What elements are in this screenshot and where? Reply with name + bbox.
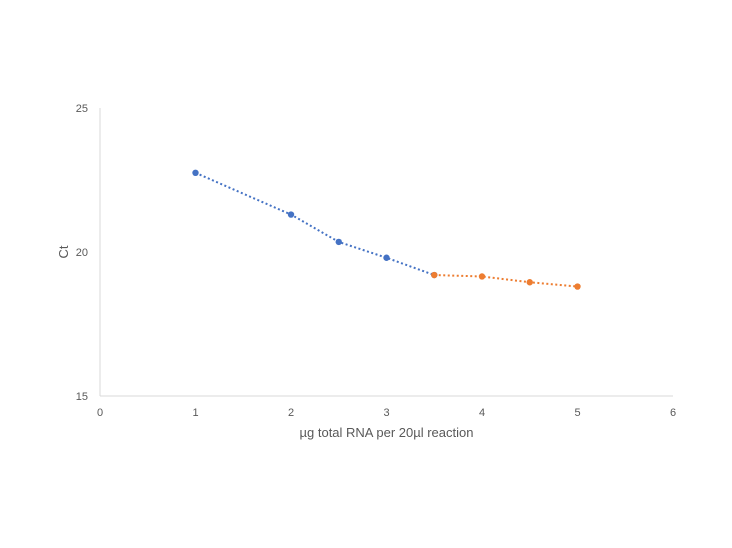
series-line [434, 274, 578, 288]
x-tick-label: 1 [192, 407, 198, 419]
y-tick-label: 25 [76, 103, 88, 115]
data-point [287, 211, 295, 218]
x-tick-labels: 0 1 2 3 4 5 6 [97, 407, 676, 419]
data-point [192, 169, 199, 176]
y-tick-label: 20 [76, 247, 88, 259]
x-tick-label: 0 [97, 407, 103, 419]
y-tick-label: 15 [76, 391, 88, 403]
series-layer [192, 169, 581, 290]
y-tick-labels: 15 20 25 [76, 103, 88, 403]
data-point [431, 271, 438, 279]
x-tick-label: 6 [670, 407, 676, 419]
axes [99, 108, 673, 397]
x-tick-label: 3 [383, 407, 389, 419]
data-point [478, 273, 486, 280]
data-point [526, 279, 533, 286]
y-axis-title: Ct [56, 245, 71, 258]
series-0 [192, 169, 438, 279]
series-line [195, 171, 435, 276]
x-tick-label: 5 [574, 407, 580, 419]
x-tick-label: 2 [288, 407, 294, 419]
x-axis-title: µg total RNA per 20µl reaction [300, 425, 474, 440]
series-1 [431, 271, 581, 290]
data-point [574, 283, 581, 290]
x-tick-label: 4 [479, 407, 485, 419]
data-point [383, 254, 390, 261]
data-point [335, 238, 342, 246]
